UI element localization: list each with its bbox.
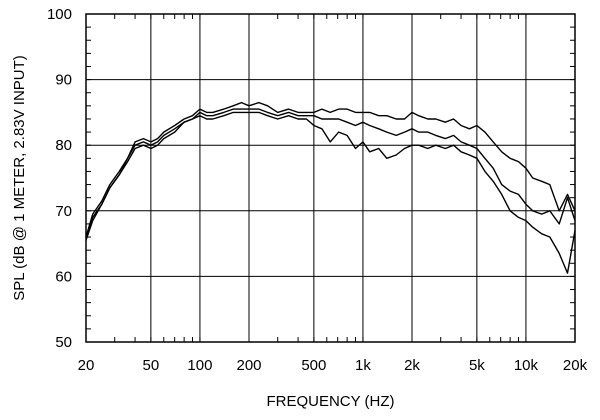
x-tick-label: 1k bbox=[355, 357, 371, 374]
x-tick-label: 500 bbox=[301, 357, 326, 374]
x-tick-label: 100 bbox=[187, 357, 212, 374]
y-tick-label: 100 bbox=[47, 6, 72, 23]
y-tick-labels: 50 60 70 80 90 100 bbox=[47, 6, 72, 351]
x-axis-title: FREQUENCY (HZ) bbox=[266, 393, 394, 410]
y-tick-label: 50 bbox=[55, 334, 72, 351]
plot-frame bbox=[85, 13, 576, 343]
series-lines bbox=[85, 101, 576, 274]
x-tick-label: 50 bbox=[143, 357, 160, 374]
y-tick-label: 60 bbox=[55, 268, 72, 285]
grid bbox=[85, 13, 576, 343]
y-tick-label: 90 bbox=[55, 72, 72, 89]
x-tick-label: 20k bbox=[563, 357, 588, 374]
x-tick-label: 20 bbox=[78, 357, 95, 374]
series-line-3 bbox=[85, 111, 576, 274]
x-tick-label: 2k bbox=[404, 357, 420, 374]
y-tick-label: 70 bbox=[55, 203, 72, 220]
x-tick-label: 200 bbox=[236, 357, 261, 374]
series-line-2 bbox=[85, 108, 576, 238]
x-tick-labels: 20 50 100 200 500 1k 2k 5k 10k 20k bbox=[78, 357, 588, 374]
series-line-1 bbox=[85, 101, 576, 238]
minor-ticks bbox=[85, 13, 576, 343]
x-tick-label: 5k bbox=[469, 357, 485, 374]
y-axis-title: SPL (dB @ 1 METER, 2.83V INPUT) bbox=[11, 55, 28, 301]
x-tick-label: 10k bbox=[514, 357, 539, 374]
y-tick-label: 80 bbox=[55, 137, 72, 154]
